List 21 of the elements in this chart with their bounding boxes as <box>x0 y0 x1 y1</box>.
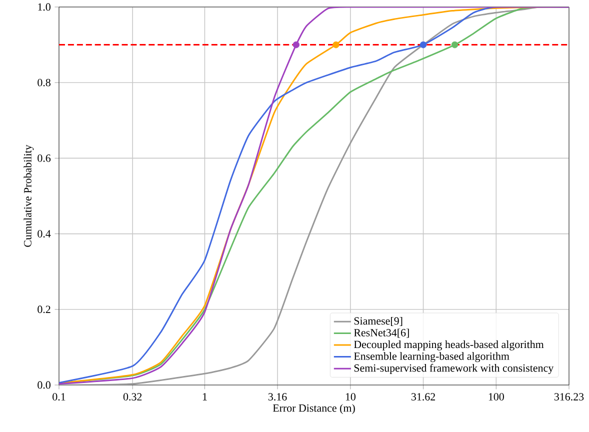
x-tick-label: 0.32 <box>123 393 142 401</box>
x-tick-label: 0.1 <box>52 393 66 401</box>
y-tick-label: 0.2 <box>38 306 50 314</box>
x-tick-label: 3.16 <box>268 393 287 401</box>
legend-label: Siamese[9] <box>354 316 402 326</box>
y-tick-label: 1.0 <box>38 3 50 11</box>
y-tick-label: 0.6 <box>38 154 51 162</box>
x-tick-label: 316.23 <box>554 393 584 401</box>
y-tick-label: 0.0 <box>38 381 50 389</box>
y-axis-title: Cumulative Probability <box>24 144 34 247</box>
x-tick-label: 31.62 <box>411 393 436 401</box>
x-tick-label: 10 <box>346 393 356 400</box>
y-tick-label: 0.4 <box>38 230 51 238</box>
legend-label: Decoupled mapping heads-based algorithm <box>354 340 544 350</box>
x-axis-title: Error Distance (m) <box>272 404 355 414</box>
legend-label: ResNet34[6] <box>354 328 409 338</box>
legend-label: Semi-supervised framework with consistency <box>354 364 554 374</box>
x-tick-label: 100 <box>488 393 504 400</box>
y-tick-label: 0.8 <box>38 78 50 86</box>
x-tick-label: 1 <box>202 393 207 400</box>
legend-label: Ensemble learning-based algorithm <box>354 352 510 362</box>
